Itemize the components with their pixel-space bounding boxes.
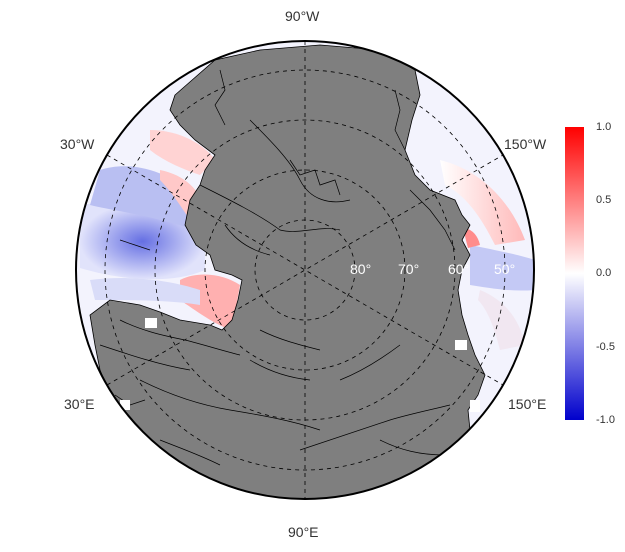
latitude-label-60: 60°: [448, 261, 469, 277]
no-data-patches: [120, 318, 480, 412]
colorbar-tick-1-0: 1.0: [596, 121, 612, 133]
colorbar-tick-0-5: 0.5: [596, 194, 612, 206]
longitude-label-lower-right: 150°E: [508, 396, 547, 412]
longitude-label-lower-left: 30°E: [64, 396, 95, 412]
landmass: [89, 44, 486, 499]
longitude-label-top: 90°W: [285, 8, 320, 24]
anomaly-beaufort-pink: [440, 160, 525, 245]
colorbar-tick-0-0: 0.0: [596, 267, 612, 279]
graticule: [104, 41, 506, 499]
anomaly-kara-light: [90, 278, 200, 305]
latitude-label-50: 50°: [494, 261, 515, 277]
longitude-label-upper-left: 30°W: [60, 136, 95, 152]
coastline-details: [99, 69, 456, 466]
latitude-label-80: 80°: [350, 261, 371, 277]
longitude-label-upper-right: 150°W: [504, 136, 547, 152]
colorbar: [565, 127, 584, 420]
anomaly-bering-blue: [470, 245, 534, 291]
anomaly-greenland-sea-pink: [150, 130, 215, 175]
longitude-label-bottom: 90°E: [288, 524, 319, 540]
latitude-label-70: 70°: [398, 261, 419, 277]
map-border: [75, 40, 535, 500]
anomaly-chukchi-pink: [464, 228, 480, 248]
anomaly-okhotsk-light: [478, 290, 525, 350]
colorbar-tick-minus-1-0: -1.0: [596, 414, 615, 426]
colorbar-tick-minus-0-5: -0.5: [596, 341, 615, 353]
